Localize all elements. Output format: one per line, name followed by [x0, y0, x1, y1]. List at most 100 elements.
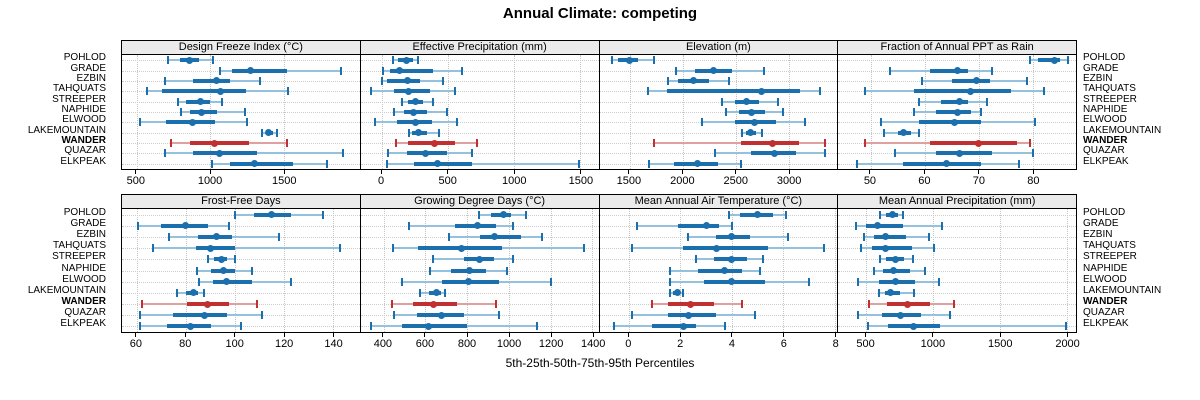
iqr-bar: [940, 99, 968, 104]
axis-tick: [209, 170, 211, 174]
x-axis-elevation: 1500 2000 2500 3000: [599, 170, 839, 192]
panel-strip-design-freeze-index: Design Freeze Index (°C): [121, 40, 361, 55]
axis-tick: [628, 170, 630, 174]
gridline-h: [360, 70, 599, 72]
site-label-right: NAPHIDE: [1083, 104, 1128, 115]
axis-tick: [1032, 170, 1034, 174]
median-dot: [246, 67, 254, 75]
median-dot: [751, 118, 759, 126]
median-dot: [882, 244, 890, 252]
whisker-cap-right: [754, 311, 756, 320]
whisker-cap-left: [651, 300, 654, 309]
iqr-bar: [935, 151, 993, 156]
axis-tick: [923, 170, 925, 174]
whisker-cap-left: [392, 56, 395, 65]
median-dot: [771, 149, 779, 157]
iqr-bar: [930, 141, 1017, 146]
site-label-right: TAHQUATS: [1083, 240, 1136, 252]
axis-tick: [382, 333, 384, 337]
median-dot: [412, 98, 420, 106]
whisker-cap-right: [728, 76, 731, 85]
whisker-cap-right: [211, 56, 214, 65]
median-dot: [213, 77, 221, 85]
whisker-cap-left: [146, 87, 149, 96]
whisker-cap-left: [448, 232, 451, 241]
whisker-cap-left: [431, 255, 434, 264]
median-dot: [754, 211, 762, 219]
gridline-h: [838, 270, 1076, 272]
median-dot: [768, 139, 776, 147]
whisker-cap-right: [437, 128, 440, 137]
whisker-cap-right: [460, 66, 463, 75]
panel-strip-fraction-ppt-rain: Fraction of Annual PPT as Rain: [837, 40, 1077, 55]
median-dot: [189, 289, 197, 297]
median-dot: [250, 160, 258, 168]
whisker-cap-left: [669, 277, 672, 286]
axis-tick-label: 800: [457, 338, 477, 350]
gridline-h: [122, 225, 360, 227]
whisker-cap-right: [918, 128, 921, 137]
whisker-cap-left: [407, 128, 410, 137]
whisker-cap-right: [285, 139, 288, 148]
median-dot: [720, 267, 728, 274]
whisker-cap-right: [541, 232, 544, 241]
whisker-cap-right: [495, 300, 498, 309]
median-dot: [694, 160, 702, 168]
median-dot: [425, 322, 433, 330]
axis-tick-label: 50: [863, 175, 877, 187]
gridline-h: [360, 132, 599, 134]
whisker-cap-left: [195, 266, 198, 275]
whisker-cap-right: [524, 210, 527, 219]
whisker-cap-left: [630, 244, 633, 253]
x-axis-growing-degree-days: 400 600 800 1000 1200 1400: [360, 333, 605, 355]
gridline-h: [360, 143, 599, 145]
whisker-cap-right: [470, 149, 473, 158]
whisker-cap-left: [136, 221, 139, 230]
site-label-right: QUAZAR: [1083, 145, 1125, 157]
gridline-h: [360, 80, 599, 82]
axis-tick-label: 2: [677, 338, 684, 350]
panel-strip-elevation: Elevation (m): [598, 40, 839, 55]
whisker-cap-right: [454, 87, 457, 96]
whisker-cap-left: [921, 76, 923, 85]
whisker-cap-right: [243, 108, 246, 116]
axis-tick-label: 1000: [920, 338, 946, 350]
median-dot: [217, 87, 225, 95]
iqr-bar: [402, 324, 468, 329]
whisker-cap-right: [511, 255, 514, 264]
whisker-cap-left: [164, 76, 167, 85]
whisker-cap-left: [880, 118, 883, 127]
whisker-cap-right: [741, 300, 744, 309]
median-dot: [500, 211, 508, 219]
chart-title: Annual Climate: competing: [502, 5, 698, 22]
gridline-h: [599, 132, 838, 134]
whisker-cap-right: [762, 66, 765, 75]
x-axis-effective-precipitation: 0 500 1000 1500: [360, 170, 600, 192]
whisker-cap-left: [856, 277, 859, 286]
median-dot: [690, 77, 698, 85]
whisker-cap-right: [582, 244, 585, 253]
axis-tick-label: 500: [438, 175, 457, 187]
whisker-cap-left: [694, 255, 697, 264]
iqr-bar: [698, 268, 743, 273]
x-axis-fraction-ppt-rain: 50 60 70 80: [837, 170, 1077, 192]
whisker-cap-left: [713, 149, 716, 158]
iqr-bar: [189, 141, 249, 146]
median-dot: [679, 322, 687, 330]
whisker-line: [387, 162, 580, 165]
axis-tick: [627, 333, 629, 337]
axis-tick: [380, 170, 382, 174]
median-dot: [882, 233, 890, 241]
whisker-cap-left: [864, 87, 867, 96]
median-dot: [890, 267, 898, 274]
iqr-bar: [874, 234, 906, 239]
whisker-cap-right: [444, 288, 447, 297]
median-dot: [888, 211, 896, 219]
axis-tick: [932, 333, 934, 337]
median-dot: [206, 244, 214, 252]
whisker-cap-right: [739, 159, 742, 168]
iqr-bar: [192, 78, 231, 83]
whisker-cap-right: [803, 118, 806, 127]
site-label-right: EZBIN: [1083, 72, 1113, 84]
whisker-line: [152, 247, 341, 250]
